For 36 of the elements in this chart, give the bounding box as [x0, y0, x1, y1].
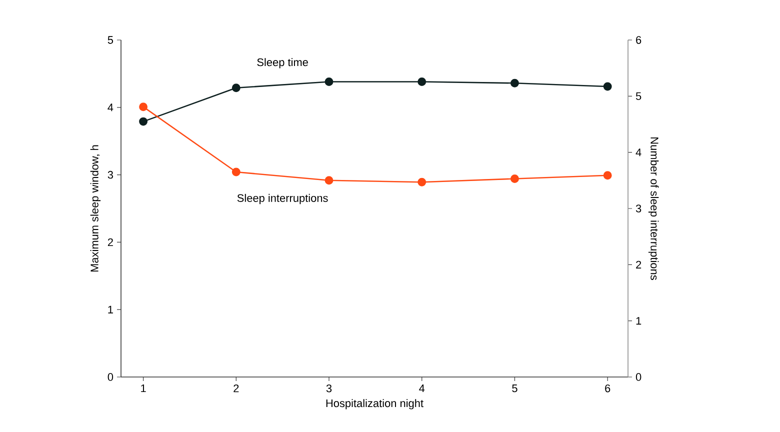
y2-tick-label: 0	[636, 373, 642, 381]
x-tick-label: 3	[326, 384, 332, 392]
y-tick-label: 4	[108, 104, 114, 112]
x-tick-label: 1	[141, 384, 146, 392]
x-tick-label: 6	[605, 384, 610, 392]
point	[139, 117, 148, 126]
x-tick-label: 2	[234, 384, 239, 392]
point	[603, 82, 612, 91]
point	[139, 102, 148, 112]
y2-tick-label: 3	[636, 204, 642, 212]
point	[324, 176, 334, 185]
y-tick-label: 3	[108, 170, 114, 179]
series-label: Sleep time	[257, 58, 308, 68]
x-tick-label: 4	[419, 384, 425, 392]
point	[418, 178, 426, 186]
y2-tick-label: 1	[636, 317, 642, 325]
y2-tick-label: 4	[636, 148, 642, 156]
point	[232, 168, 240, 176]
y-tick-label: 1	[108, 306, 113, 314]
point	[232, 84, 240, 92]
y-axis-title: Maximum sleep window, h	[90, 145, 101, 272]
y2-axis-title: Number of sleep interruptions	[648, 138, 659, 280]
point	[510, 174, 519, 183]
y-tick-label: 2	[108, 238, 113, 246]
point	[418, 78, 426, 86]
y2-tick-label: 2	[636, 260, 642, 268]
point	[603, 171, 612, 180]
x-tick-label: 5	[512, 384, 518, 392]
point	[324, 78, 334, 86]
y-tick-label: 0	[108, 373, 114, 381]
y-tick-label: 5	[108, 36, 114, 44]
x-axis-title: Hospitalization night	[326, 399, 424, 410]
series-label: Sleep interruptions	[237, 194, 328, 204]
y2-tick-label: 6	[636, 36, 642, 44]
y2-tick-label: 5	[636, 92, 642, 100]
point	[510, 78, 519, 88]
